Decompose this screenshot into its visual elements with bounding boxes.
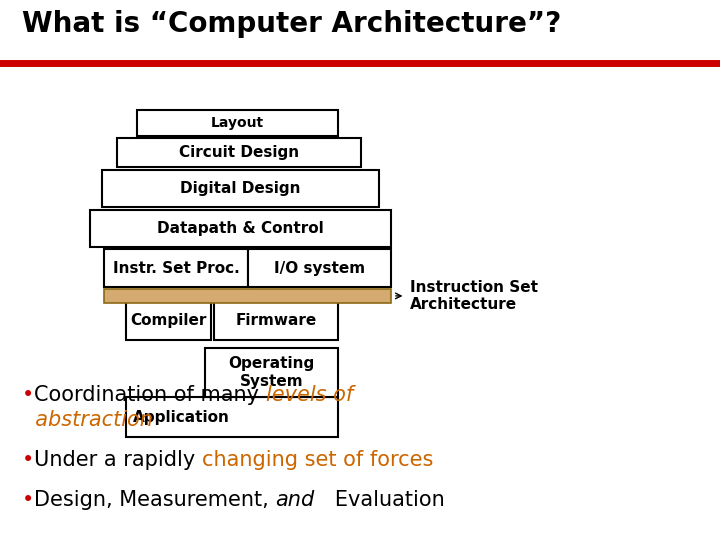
Text: Coordination of many: Coordination of many [35,385,266,405]
Text: •: • [22,450,35,470]
Text: levels of: levels of [266,385,353,405]
Text: Instruction Set
Architecture: Instruction Set Architecture [410,280,539,312]
Text: and: and [276,490,315,510]
Text: What is “Computer Architecture”?: What is “Computer Architecture”? [22,10,562,38]
Bar [104,249,248,287]
Bar [126,301,211,340]
Text: I/O system: I/O system [274,261,365,276]
Bar [90,210,391,247]
Text: •: • [22,490,35,510]
Bar [117,138,361,167]
Text: changing set of forces: changing set of forces [202,450,433,470]
Text: Layout: Layout [211,116,264,130]
Text: Compiler: Compiler [130,313,207,328]
Text: Circuit Design: Circuit Design [179,145,299,160]
Text: Datapath & Control: Datapath & Control [157,221,324,236]
Text: Operating
System: Operating System [229,356,315,389]
Text: Instr. Set Proc.: Instr. Set Proc. [113,261,240,276]
Text: Firmware: Firmware [235,313,317,328]
Text: Application: Application [133,410,230,424]
Bar [205,348,338,397]
Text: Design, Measurement,: Design, Measurement, [35,490,276,510]
Text: abstraction: abstraction [22,410,153,430]
Text: •: • [22,385,35,405]
Text: Under a rapidly: Under a rapidly [35,450,202,470]
Bar [126,397,338,437]
Bar [248,249,391,287]
Bar [102,170,379,207]
Text: Evaluation: Evaluation [315,490,445,510]
Bar [137,110,338,136]
Text: Digital Design: Digital Design [180,181,301,196]
Bar [214,301,338,340]
Bar [104,289,391,303]
